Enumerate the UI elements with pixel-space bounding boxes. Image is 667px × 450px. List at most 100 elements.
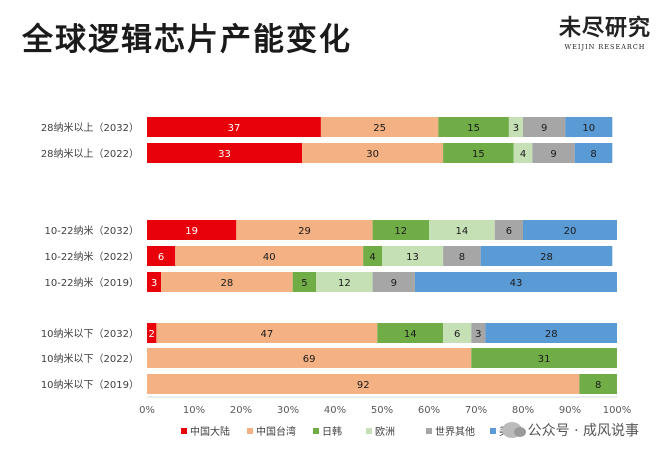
data-label: 5 (301, 278, 307, 289)
legend-label: 中国大陆 (190, 425, 230, 438)
data-label: 4 (520, 149, 526, 160)
brand-subtitle: WEIJIN RESEARCH (564, 43, 646, 51)
data-label: 8 (459, 252, 465, 263)
data-label: 14 (456, 226, 469, 237)
data-label: 12 (394, 226, 407, 237)
bar-segment (513, 143, 533, 163)
bar-segment (147, 374, 580, 394)
x-tick-label: 20% (230, 405, 252, 416)
x-tick-label: 30% (277, 405, 299, 416)
data-label: 19 (185, 226, 198, 237)
bar-segment (438, 117, 509, 137)
category-label: 10纳米以下（2019） (41, 378, 139, 391)
data-label: 8 (590, 149, 596, 160)
x-tick-label: 90% (559, 405, 581, 416)
data-label: 13 (406, 252, 419, 263)
data-label: 9 (550, 149, 556, 160)
data-label: 28 (221, 278, 234, 289)
bar-segment (147, 348, 472, 368)
data-label: 6 (454, 329, 460, 340)
legend-swatch (181, 428, 187, 434)
wechat-icon (501, 422, 526, 438)
legend-swatch (426, 428, 432, 434)
data-label: 3 (151, 278, 157, 289)
category-label: 10-22纳米（2032） (44, 224, 139, 237)
data-label: 30 (366, 149, 379, 160)
bar-segment (382, 246, 444, 266)
data-label: 92 (357, 380, 370, 391)
data-label: 69 (303, 354, 316, 365)
data-label: 29 (298, 226, 311, 237)
bar-segment (147, 323, 157, 343)
category-label: 10纳米以下（2022） (41, 352, 139, 365)
data-label: 47 (260, 329, 273, 340)
data-label: 10 (582, 123, 595, 134)
brand-name: 未尽研究 (558, 15, 651, 41)
x-tick-label: 10% (183, 405, 205, 416)
bar-segment (429, 220, 495, 240)
bar-segment (161, 272, 293, 292)
legend-label: 世界其他 (435, 425, 475, 438)
bar-segment (494, 220, 523, 240)
bar-segment (292, 272, 317, 292)
category-label: 10纳米以下（2032） (41, 327, 139, 340)
legend-label: 欧洲 (375, 426, 395, 438)
legend-swatch (313, 428, 319, 434)
data-label: 3 (475, 329, 481, 340)
data-label: 6 (158, 252, 164, 263)
page-title: 全球逻辑芯片产能变化 (22, 22, 352, 58)
bar-segment (316, 272, 373, 292)
legend-label: 日韩 (322, 425, 342, 438)
category-label: 28纳米以上（2022） (41, 147, 139, 160)
bar-segment (147, 246, 176, 266)
data-label: 14 (404, 329, 417, 340)
x-tick-label: 40% (324, 405, 346, 416)
category-label: 10-22纳米（2019） (44, 276, 139, 289)
bar-segment (147, 272, 162, 292)
bar-segment (579, 374, 617, 394)
data-label: 4 (369, 252, 375, 263)
bar-segment (471, 323, 486, 343)
bar-segment (147, 220, 237, 240)
bar-segment (471, 348, 617, 368)
brand-logo: 未尽研究 WEIJIN RESEARCH (559, 10, 651, 51)
data-label: 43 (510, 278, 523, 289)
x-tick-label: 60% (418, 405, 440, 416)
x-tick-label: 80% (512, 405, 534, 416)
data-label: 25 (373, 123, 386, 134)
data-label: 9 (391, 278, 397, 289)
data-label: 28 (540, 252, 553, 263)
data-label: 15 (472, 149, 485, 160)
bar-segment (532, 143, 575, 163)
data-label: 33 (218, 149, 231, 160)
watermark-text: 公众号 · 成风说事 (527, 423, 639, 439)
legend-label: 中国台湾 (256, 425, 296, 438)
bar-segment (363, 246, 382, 266)
data-label: 12 (338, 278, 351, 289)
data-label: 2 (149, 329, 155, 340)
data-label: 6 (506, 226, 512, 237)
data-label: 40 (263, 252, 276, 263)
bar-segment (443, 246, 481, 266)
bar-segment (443, 323, 472, 343)
legend-swatch (490, 428, 496, 434)
data-label: 20 (564, 226, 577, 237)
bar-segment (523, 117, 566, 137)
bar-segment (156, 323, 378, 343)
bar-segment (372, 272, 415, 292)
bar-segment (377, 323, 444, 343)
legend-swatch (366, 428, 372, 434)
bar-segment (147, 143, 303, 163)
data-label: 15 (467, 123, 480, 134)
bar-segment (320, 117, 439, 137)
bar-segment (175, 246, 364, 266)
bar-segment (236, 220, 373, 240)
x-tick-label: 50% (371, 405, 393, 416)
data-label: 31 (538, 354, 551, 365)
data-label: 9 (541, 123, 547, 134)
bar-segment (485, 323, 617, 343)
bar-segment (565, 117, 613, 137)
bar-segment (414, 272, 617, 292)
data-label: 8 (595, 380, 601, 391)
